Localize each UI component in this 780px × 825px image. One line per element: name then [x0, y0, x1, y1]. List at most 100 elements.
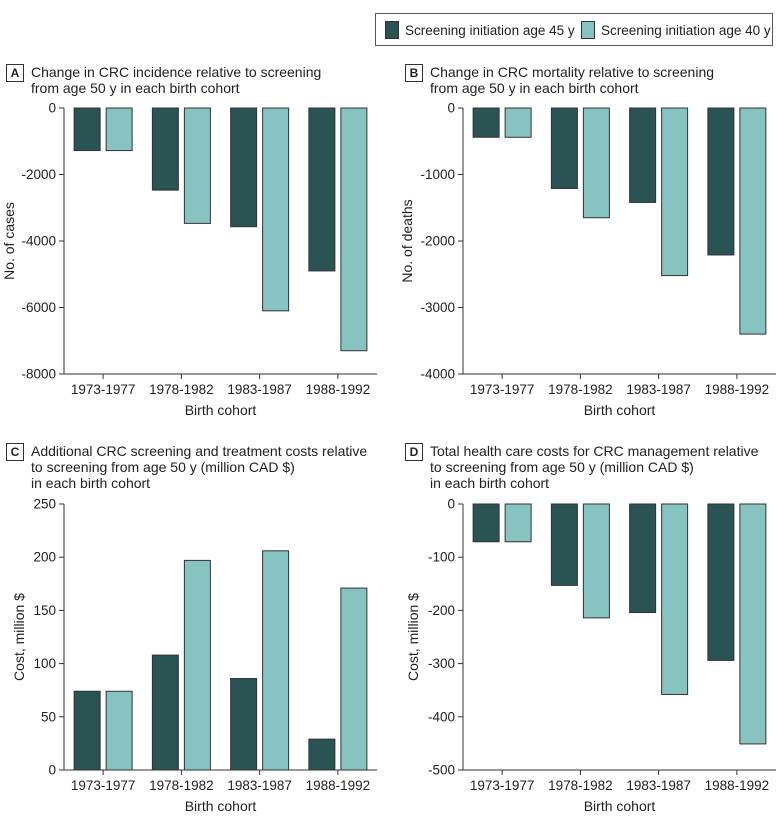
chart-c-bar-age40 [340, 587, 368, 771]
chart-b-bar-age45 [707, 107, 735, 256]
chart-c-bar-age40 [262, 550, 290, 771]
panel-d-title-line: to screening from age 50 y (million CAD … [430, 459, 694, 475]
chart-a-y-tick-label: -6000 [21, 300, 56, 315]
legend-item-age45: Screening initiation age 45 y [385, 20, 575, 40]
chart-a-bar-age45 [73, 107, 101, 152]
chart-d-y-tick-label: -400 [428, 709, 455, 724]
legend: Screening initiation age 45 y Screening … [375, 13, 773, 46]
legend-label-age45: Screening initiation age 45 y [405, 22, 575, 38]
chart-c-y-tick-label: 150 [33, 603, 56, 618]
chart-a-x-tick-label: 1983-1987 [227, 382, 292, 397]
chart-c-bar-age40 [183, 559, 211, 771]
chart-a-bar-age40 [262, 107, 290, 312]
chart-d-bar-age45 [629, 503, 657, 614]
chart-c-y-tick-label: 50 [41, 709, 56, 724]
panel-d-letter: D [405, 443, 423, 461]
panel-d-title-line: Total health care costs for CRC manageme… [430, 443, 759, 459]
panel-a-title-line: from age 50 y in each birth cohort [31, 80, 240, 96]
chart-d-x-tick-label: 1988-1992 [705, 778, 770, 793]
chart-b-y-tick-label: 0 [447, 101, 455, 116]
chart-b-y-axis-label: No. of deaths [399, 199, 415, 282]
chart-c-y-tick-label: 0 [48, 763, 56, 778]
panel-c-title-line: in each birth cohort [31, 475, 151, 491]
chart-b-y-tick-label: -3000 [420, 300, 455, 315]
chart-b-bar-age45 [550, 107, 578, 189]
panel-d-title: Total health care costs for CRC manageme… [430, 443, 770, 491]
panel-b-title-line: Change in CRC mortality relative to scre… [430, 64, 715, 80]
chart-a-y-tick-label: 0 [48, 101, 56, 116]
chart-a-x-tick-label: 1988-1992 [306, 382, 371, 397]
chart-d-x-axis-label: Birth cohort [584, 798, 656, 814]
chart-b-bar-age40 [504, 107, 532, 138]
legend-swatch-age40 [581, 21, 595, 39]
chart-c-x-tick-label: 1988-1992 [306, 778, 371, 793]
panel-b-letter: B [405, 64, 423, 82]
chart-a-y-tick-label: -4000 [21, 234, 56, 249]
chart-d-y-tick-label: -500 [428, 763, 455, 778]
panel-c-title-line: to screening from age 50 y (million CAD … [31, 459, 295, 475]
chart-b-x-tick-label: 1978-1982 [548, 382, 613, 397]
chart-b-bar-age45 [629, 107, 657, 203]
chart-c-bar-age45 [151, 654, 179, 771]
chart-b-y-tick-label: -1000 [420, 167, 455, 182]
chart-d-x-tick-label: 1983-1987 [626, 778, 691, 793]
chart-a-bar-age45 [151, 107, 179, 191]
chart-c-x-tick-label: 1973-1977 [71, 778, 136, 793]
chart-a-x-tick-label: 1978-1982 [149, 382, 214, 397]
chart-c-bar-age40 [105, 690, 133, 771]
chart-a-y-tick-label: -2000 [21, 167, 56, 182]
chart-b-y-tick-label: -4000 [420, 367, 455, 382]
chart-a-bar-age45 [308, 107, 336, 272]
chart-d-bar-age45 [707, 503, 735, 661]
panel-c-title: Additional CRC screening and treatment c… [31, 443, 371, 491]
panel-b-title-line: from age 50 y in each birth cohort [430, 80, 639, 96]
chart-d-x-tick-label: 1973-1977 [470, 778, 535, 793]
chart-d-y-axis-label: Cost, million $ [405, 593, 421, 681]
chart-a-y-axis-label: No. of cases [1, 202, 17, 280]
chart-d-bar-age40 [739, 503, 767, 745]
chart-b-bar-age40 [661, 107, 689, 277]
chart-c-bar-age45 [230, 677, 258, 771]
chart-a-x-tick-label: 1973-1977 [71, 382, 136, 397]
chart-c-bar-age45 [73, 690, 101, 771]
chart-c-bar-age45 [308, 738, 336, 771]
chart-d-y-tick-label: -200 [428, 603, 455, 618]
chart-d-bar-age40 [504, 503, 532, 543]
panel-b-title: Change in CRC mortality relative to scre… [430, 64, 770, 96]
panel-d-title-line: in each birth cohort [430, 475, 550, 491]
chart-c-x-axis-label: Birth cohort [185, 798, 257, 814]
chart-a-y-tick-label: -8000 [21, 367, 56, 382]
legend-item-age40: Screening initiation age 40 y [581, 20, 771, 40]
chart-d-y-tick-label: -100 [428, 550, 455, 565]
chart-d-bar-age40 [661, 503, 689, 695]
chart-d-y-tick-label: -300 [428, 656, 455, 671]
chart-d-x-tick-label: 1978-1982 [548, 778, 613, 793]
chart-b-x-tick-label: 1983-1987 [626, 382, 691, 397]
panel-c-title-line: Additional CRC screening and treatment c… [31, 443, 368, 459]
chart-a-bar-age40 [340, 107, 368, 352]
chart-b-bar-age45 [472, 107, 500, 138]
chart-b-bar-age40 [582, 107, 610, 219]
chart-b-y-tick-label: -2000 [420, 234, 455, 249]
chart-d-y-tick-label: 0 [447, 497, 455, 512]
chart-c-x-tick-label: 1983-1987 [227, 778, 292, 793]
chart-a-bar-age45 [230, 107, 258, 228]
chart-a-x-axis-label: Birth cohort [185, 402, 257, 418]
chart-b-x-tick-label: 1973-1977 [470, 382, 535, 397]
chart-b-x-axis-label: Birth cohort [584, 402, 656, 418]
chart-a-bar-age40 [183, 107, 211, 224]
chart-b-bar-age40 [739, 107, 767, 335]
chart-c-y-axis-label: Cost, million $ [11, 593, 27, 681]
chart-a-bar-age40 [105, 107, 133, 152]
panel-c-letter: C [6, 443, 24, 461]
chart-c-y-tick-label: 200 [33, 550, 56, 565]
chart-c-y-tick-label: 250 [33, 497, 56, 512]
legend-label-age40: Screening initiation age 40 y [601, 22, 771, 38]
chart-d-bar-age45 [472, 503, 500, 543]
chart-c-y-tick-label: 100 [33, 656, 56, 671]
chart-d-bar-age40 [582, 503, 610, 619]
